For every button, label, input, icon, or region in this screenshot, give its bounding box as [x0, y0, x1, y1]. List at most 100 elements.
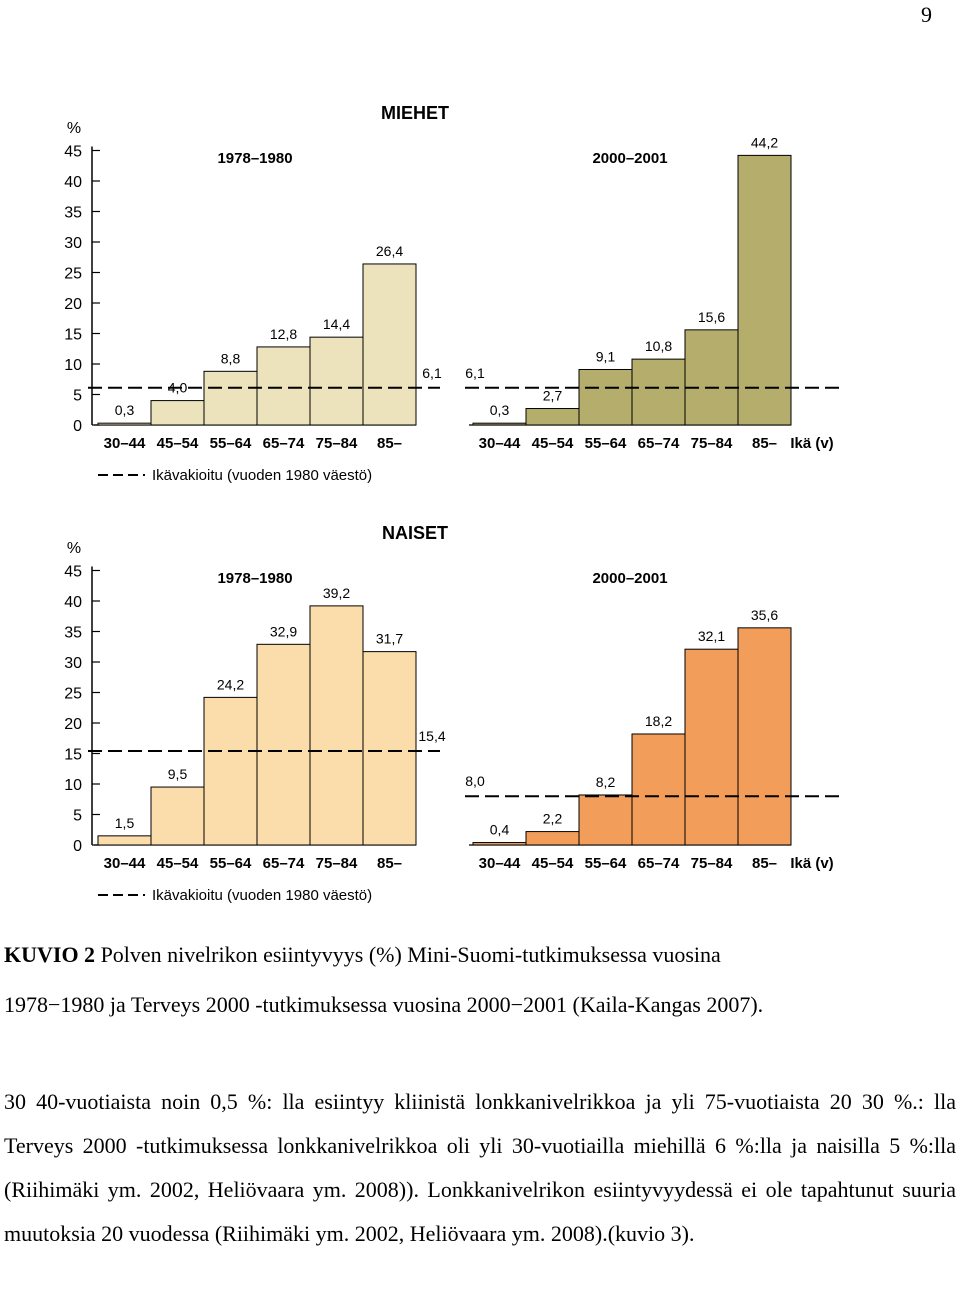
figure-caption: KUVIO 2 Polven nivelrikon esiintyvyys (%…	[4, 930, 954, 1030]
bar-value-label: 9,5	[168, 766, 188, 782]
x-category-label: 75–84	[316, 855, 358, 872]
legend-label: Ikävakioitu (vuoden 1980 väestö)	[152, 467, 372, 484]
x-category-label: 45–54	[157, 855, 199, 872]
x-category-label: 30–44	[104, 435, 146, 452]
bar	[150, 400, 205, 426]
x-category-label: 75–84	[691, 855, 733, 872]
bar	[309, 605, 364, 846]
bar-value-label: 0,3	[115, 402, 135, 418]
bar-value-label: 35,6	[751, 607, 778, 623]
bar	[256, 643, 311, 846]
bar-value-label: 10,8	[645, 338, 672, 354]
y-axis-label: %	[67, 120, 81, 137]
page-number: 9	[921, 2, 932, 27]
bar	[525, 408, 580, 426]
series-period-label: 1978–1980	[217, 570, 292, 587]
y-tick-label: 25	[64, 686, 82, 703]
x-category-label: 85–	[752, 855, 777, 872]
bar-value-label: 24,2	[217, 676, 244, 692]
y-axis-label: %	[67, 540, 81, 557]
bar	[525, 831, 580, 846]
y-tick-label: 35	[64, 625, 82, 642]
bar-value-label: 2,7	[543, 388, 563, 404]
x-axis-label: Ikä (v)	[790, 435, 833, 452]
body-paragraph: 30 40-vuotiaista noin 0,5 %: lla esiinty…	[4, 1089, 956, 1246]
y-tick-label: 40	[64, 594, 82, 611]
chart-title: MIEHET	[381, 103, 449, 123]
x-category-label: 55–64	[585, 855, 627, 872]
legend-label: Ikävakioitu (vuoden 1980 väestö)	[152, 887, 372, 904]
x-category-label: 65–74	[263, 855, 305, 872]
bar-value-label: 8,8	[221, 350, 241, 366]
x-category-label: 45–54	[157, 435, 199, 452]
chart-women: NAISET% 0 5 10 15 20 25 30 35 40 45 1978–1980 1,5 30–…	[64, 523, 840, 904]
bar	[631, 358, 686, 426]
x-category-label: 75–84	[316, 435, 358, 452]
bar-value-label: 39,2	[323, 585, 350, 601]
y-tick-label: 5	[73, 808, 82, 825]
y-tick-label: 30	[64, 655, 82, 672]
bar	[684, 648, 739, 846]
x-category-label: 55–64	[210, 855, 252, 872]
y-tick-label: 45	[64, 144, 82, 161]
bar	[309, 336, 364, 426]
x-category-label: 85–	[377, 435, 402, 452]
x-category-label: 55–64	[210, 435, 252, 452]
x-category-label: 45–54	[532, 855, 574, 872]
x-category-label: 85–	[752, 435, 777, 452]
series-period-label: 2000–2001	[592, 150, 667, 167]
series-period-label: 1978–1980	[217, 150, 292, 167]
bar-value-label: 15,6	[698, 309, 725, 325]
bar-value-label: 18,2	[645, 713, 672, 729]
bar	[737, 627, 792, 846]
x-category-label: 65–74	[263, 435, 305, 452]
age-adjusted-value-label: 6,1	[465, 365, 485, 381]
bar	[256, 346, 311, 426]
bar-value-label: 44,2	[751, 134, 778, 150]
x-category-label: 30–44	[479, 435, 521, 452]
y-tick-label: 40	[64, 174, 82, 191]
bar-value-label: 12,8	[270, 326, 297, 342]
age-adjusted-value-label: 8,0	[465, 773, 485, 789]
bar-value-label: 2,2	[543, 811, 563, 827]
caption-label: KUVIO 2	[4, 942, 96, 967]
bar-value-label: 9,1	[596, 348, 616, 364]
x-category-label: 30–44	[479, 855, 521, 872]
bar	[97, 835, 152, 846]
y-tick-label: 45	[64, 564, 82, 581]
bar	[472, 422, 527, 426]
bar	[97, 422, 152, 426]
y-tick-label: 10	[64, 777, 82, 794]
chart-men: MIEHET% 0 5 10 15 20 25 30 35 40 45 1978–1980 0,3 30–…	[64, 103, 840, 484]
bar-value-label: 1,5	[115, 815, 135, 831]
bar-value-label: 32,1	[698, 628, 725, 644]
x-category-label: 55–64	[585, 435, 627, 452]
chart-title: NAISET	[382, 523, 448, 543]
bar-value-label: 31,7	[376, 631, 403, 647]
bar-value-label: 8,2	[596, 774, 616, 790]
x-axis-label: Ikä (v)	[790, 855, 833, 872]
bar-value-label: 32,9	[270, 623, 297, 639]
bar-value-label: 14,4	[323, 316, 350, 332]
y-tick-label: 5	[73, 388, 82, 405]
bar-value-label: 0,4	[490, 822, 510, 838]
y-tick-label: 20	[64, 296, 82, 313]
age-adjusted-value-label: 15,4	[418, 728, 445, 744]
x-category-label: 65–74	[638, 435, 680, 452]
bar-value-label: 26,4	[376, 243, 403, 259]
caption-line-2: 1978−1980 ja Terveys 2000 -tutkimuksessa…	[4, 992, 764, 1017]
bar	[472, 842, 527, 846]
x-category-label: 65–74	[638, 855, 680, 872]
x-category-label: 30–44	[104, 855, 146, 872]
bar	[578, 368, 633, 426]
bar	[362, 651, 417, 846]
y-tick-label: 10	[64, 357, 82, 374]
y-tick-label: 0	[73, 418, 82, 435]
bar	[150, 786, 205, 846]
y-tick-label: 15	[64, 747, 82, 764]
bar	[203, 370, 258, 426]
age-adjusted-value-label: 6,1	[422, 365, 442, 381]
bar	[631, 733, 686, 846]
y-tick-label: 20	[64, 716, 82, 733]
caption-line-1: Polven nivelrikon esiintyvyys (%) Mini-S…	[100, 942, 721, 967]
